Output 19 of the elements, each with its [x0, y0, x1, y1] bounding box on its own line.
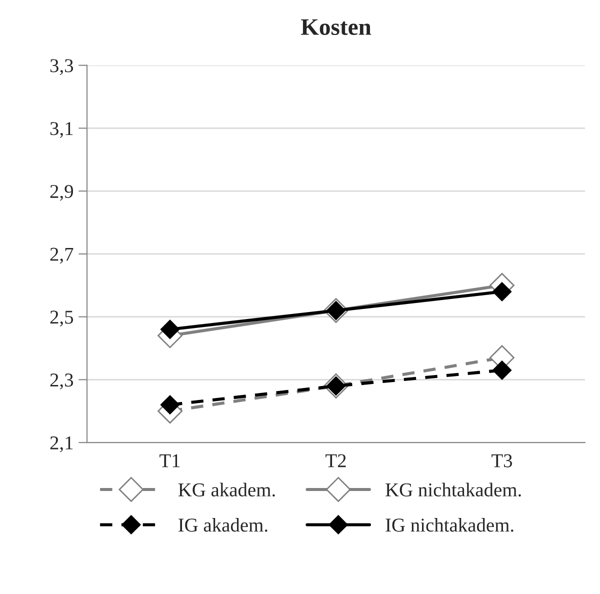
x-tick-label: T2 [326, 454, 346, 468]
y-tick-label: 2,7 [50, 248, 74, 264]
point [492, 360, 512, 380]
chart-title: Kosten [300, 19, 372, 36]
y-tick-label: 3,3 [50, 59, 74, 76]
y-tick-label: 2,5 [50, 310, 74, 327]
legend-label: KG akadem. [178, 482, 275, 497]
point [160, 320, 180, 339]
x-tick-label: T3 [492, 454, 512, 468]
y-tick-label: 2,3 [50, 374, 74, 390]
y-tick-label: 2,9 [50, 184, 74, 201]
legend-label: IG nichtakadem. [386, 518, 514, 532]
legend-label: IG akadem. [178, 518, 268, 532]
legend-label: KG nichtakadem. [386, 482, 521, 497]
x-tick-label: T1 [160, 454, 180, 468]
y-tick-label: 3,1 [50, 122, 73, 138]
y-tick-label: 2,1 [50, 436, 73, 452]
point [160, 395, 180, 414]
point [492, 282, 512, 302]
